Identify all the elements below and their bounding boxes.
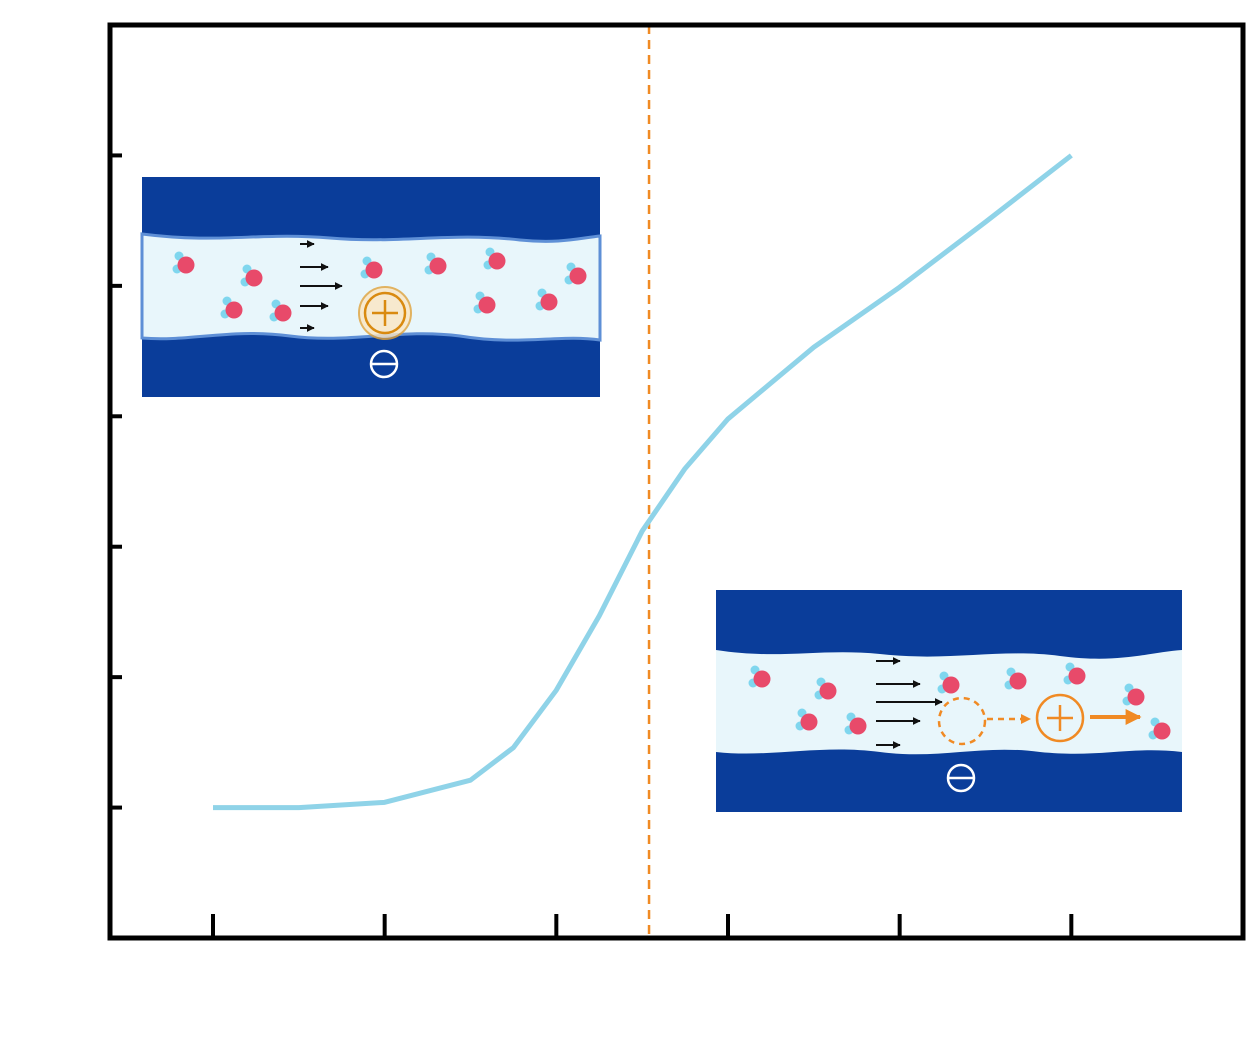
data-line xyxy=(213,153,1073,811)
inset-top xyxy=(140,177,602,397)
inset-bottom xyxy=(716,590,1182,812)
plot-area xyxy=(213,25,1073,938)
axes-frame xyxy=(107,22,1246,941)
